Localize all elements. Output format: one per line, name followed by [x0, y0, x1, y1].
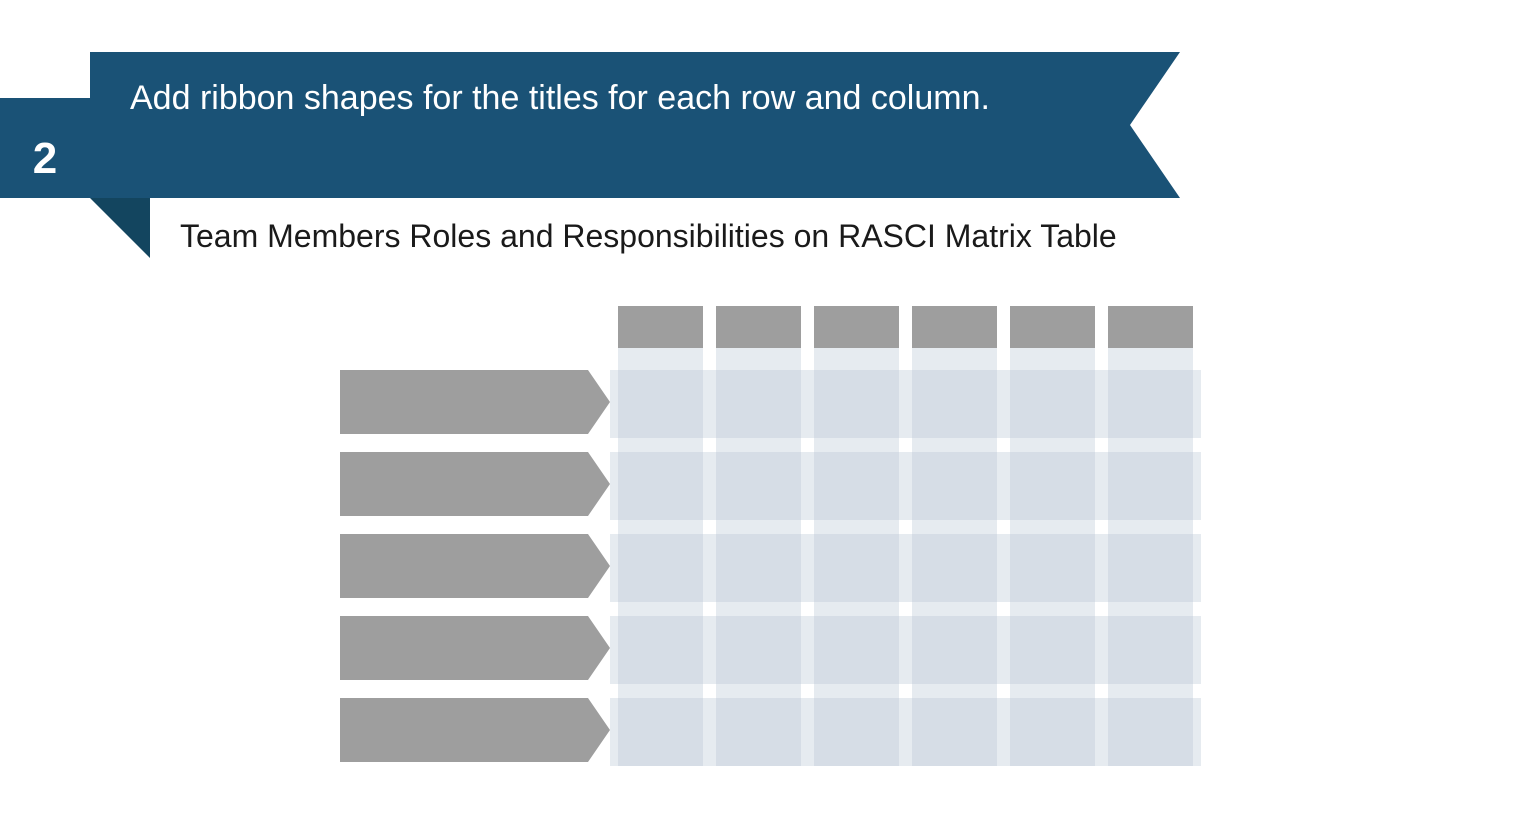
matrix-cell [1010, 534, 1095, 602]
row-label-ribbon [340, 370, 610, 434]
ribbon-fold-icon [90, 198, 150, 258]
matrix-row [340, 452, 1201, 520]
matrix-row [340, 616, 1201, 684]
matrix-cell [1010, 452, 1095, 520]
ribbon-title-text: Add ribbon shapes for the titles for eac… [130, 76, 1030, 122]
matrix-cell [716, 452, 801, 520]
row-cells [618, 698, 1193, 766]
row-cells-wrap [610, 534, 1201, 602]
matrix-row [340, 698, 1201, 766]
matrix-cell [716, 698, 801, 766]
matrix-cell [1108, 534, 1193, 602]
matrix-rows [340, 370, 1201, 780]
row-label-ribbon [340, 616, 610, 680]
matrix-cell [1010, 616, 1095, 684]
matrix-cell [1108, 452, 1193, 520]
matrix-cell [716, 534, 801, 602]
matrix-cell [912, 616, 997, 684]
row-cells [618, 370, 1193, 438]
row-cells [618, 452, 1193, 520]
title-ribbon [90, 52, 1180, 198]
matrix-cell [618, 534, 703, 602]
column-header [1108, 306, 1193, 348]
row-label-ribbon [340, 698, 610, 762]
matrix-cell [814, 452, 899, 520]
row-cells-wrap [610, 452, 1201, 520]
row-label-ribbon [340, 534, 610, 598]
column-header [716, 306, 801, 348]
matrix-cell [1010, 698, 1095, 766]
matrix-row [340, 534, 1201, 602]
matrix-cell [618, 452, 703, 520]
matrix-cell [716, 616, 801, 684]
row-cells [618, 534, 1193, 602]
matrix-cell [912, 534, 997, 602]
matrix-cell [618, 370, 703, 438]
matrix-row [340, 370, 1201, 438]
matrix-cell [814, 616, 899, 684]
matrix-cell [1108, 616, 1193, 684]
column-header [814, 306, 899, 348]
subtitle: Team Members Roles and Responsibilities … [180, 218, 1117, 255]
column-header [912, 306, 997, 348]
step-number: 2 [0, 134, 90, 184]
matrix-cell [912, 452, 997, 520]
row-cells-wrap [610, 370, 1201, 438]
row-label-ribbon [340, 452, 610, 516]
matrix-cell [1108, 698, 1193, 766]
matrix-cell [1010, 370, 1095, 438]
row-cells-wrap [610, 616, 1201, 684]
matrix-cell [912, 698, 997, 766]
matrix-cell [912, 370, 997, 438]
matrix-cell [618, 698, 703, 766]
matrix-cell [618, 616, 703, 684]
row-cells [618, 616, 1193, 684]
column-header [618, 306, 703, 348]
matrix-cell [1108, 370, 1193, 438]
matrix-cell [716, 370, 801, 438]
matrix-cell [814, 534, 899, 602]
column-header [1010, 306, 1095, 348]
column-headers [618, 306, 1193, 348]
matrix-cell [814, 698, 899, 766]
matrix-cell [814, 370, 899, 438]
row-cells-wrap [610, 698, 1201, 766]
